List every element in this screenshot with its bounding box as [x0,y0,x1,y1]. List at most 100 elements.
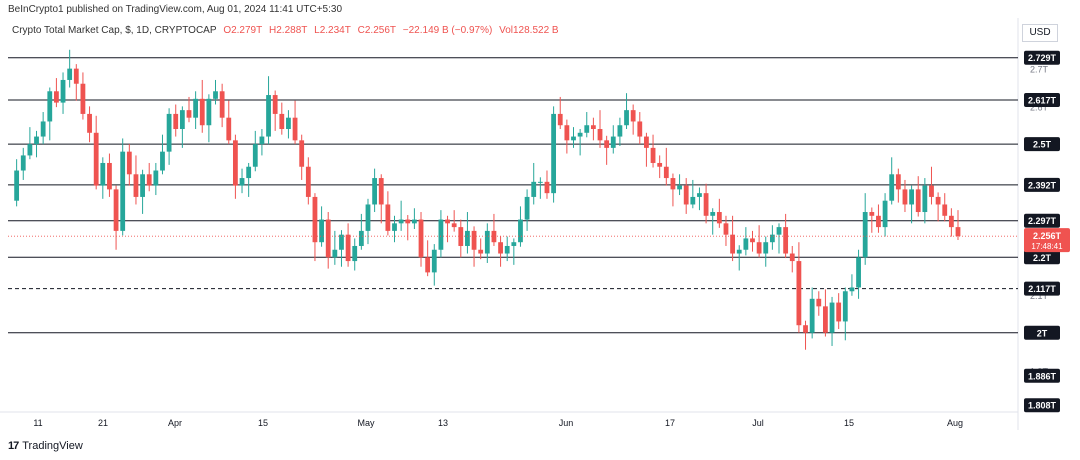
candle-body [604,140,610,148]
currency-selector[interactable]: USD [1022,24,1058,42]
candle-body [272,95,278,114]
candle-body [279,113,285,130]
tradingview-logo: 17 TradingView [8,440,83,452]
candle-body [597,129,603,141]
chart-legend: Crypto Total Market Cap, $, 1D, CRYPTOCA… [12,25,563,36]
candle-body [451,223,457,228]
x-tick-label: 15 [844,418,854,428]
y-tick-label: 2.6T [1030,102,1049,112]
candle-body [723,223,729,235]
x-tick-label: 11 [33,418,42,428]
candle-body [133,174,139,197]
x-tick-label: Apr [168,418,182,428]
candle-body [93,132,99,186]
candle-body [823,306,828,333]
candle-body [796,261,802,326]
legend-low: L2.234T [314,25,351,36]
candle-body [650,147,656,163]
level-price-badge [1024,50,1060,65]
candle-body [166,113,172,152]
level-price-label: 2.117T [1028,284,1056,294]
candle-body [173,113,179,130]
level-price-label: 2.5T [1033,140,1052,150]
candle-body [372,178,378,205]
candle-body [816,298,822,307]
candle-body [644,136,649,148]
candle-body [352,245,358,262]
candle-body [67,68,73,80]
candle-body [160,151,165,171]
candle-body [577,132,583,137]
x-tick-label: 15 [258,418,268,428]
level-price-label: 2.297T [1028,216,1057,226]
candle-body [624,110,629,126]
level-price-badge [1024,137,1060,152]
candle-body [345,234,351,262]
candle-body [829,302,835,333]
candle-body [551,113,557,194]
candle-body [610,136,616,148]
candle-body [392,223,397,231]
candle-body [40,121,46,137]
candle-body [630,110,636,122]
candle-body [703,193,709,216]
level-price-badge [1024,213,1060,228]
candle-body [902,189,908,205]
candle-body [697,193,702,197]
candle-body [915,189,921,213]
candle-body [677,185,682,190]
candle-body [856,257,861,288]
candle-body [54,91,59,103]
x-tick-label: 17 [665,418,675,428]
x-tick-label: Aug [947,418,963,428]
candle-body [186,110,192,118]
x-tick-label: Jul [752,418,764,428]
candle-body [299,140,305,167]
candle-body [219,91,225,118]
candle-body [869,212,875,216]
candle-body [683,185,689,205]
level-price-badge [1024,281,1060,296]
legend-change: −22.149 B (−0.97%) [402,25,493,36]
candle-body [14,170,20,201]
candle-body [882,200,888,228]
tradingview-logo-icon: 17 [8,440,19,452]
candle-body [544,181,550,194]
candle-body [849,287,855,292]
candle-body [730,234,736,254]
candle-body [809,298,815,333]
candle-body [80,83,86,114]
candle-body [783,227,789,254]
candle-body [465,230,470,246]
legend-open: O2.279T [223,25,263,36]
x-tick-label: May [357,418,375,428]
candle-body [876,215,881,228]
candle-body [776,227,782,235]
candle-body [292,117,298,141]
candle-body [312,196,318,243]
legend-high: H2.288T [269,25,308,36]
candle-body [571,136,576,141]
candle-body [232,140,238,186]
candle-body [385,204,391,231]
candle-body [458,227,464,246]
candle-body [531,181,537,197]
candle-body [750,238,755,243]
candle-body [213,91,218,99]
candle-body [524,196,530,220]
candle-body [445,219,450,224]
extra-price-badge [1024,398,1060,413]
candle-body [511,242,517,246]
candle-body [179,110,185,130]
candle-body [769,234,775,243]
current-price-label: 2.256T [1033,231,1062,241]
level-price-label: 2.2T [1033,253,1052,263]
candle-body [537,181,543,183]
candle-body [405,219,411,224]
extra-price-label: 1.808T [1028,401,1057,411]
candle-body [491,230,497,243]
candle-body [126,151,132,175]
candle-body [113,189,119,231]
candle-body [842,291,848,322]
